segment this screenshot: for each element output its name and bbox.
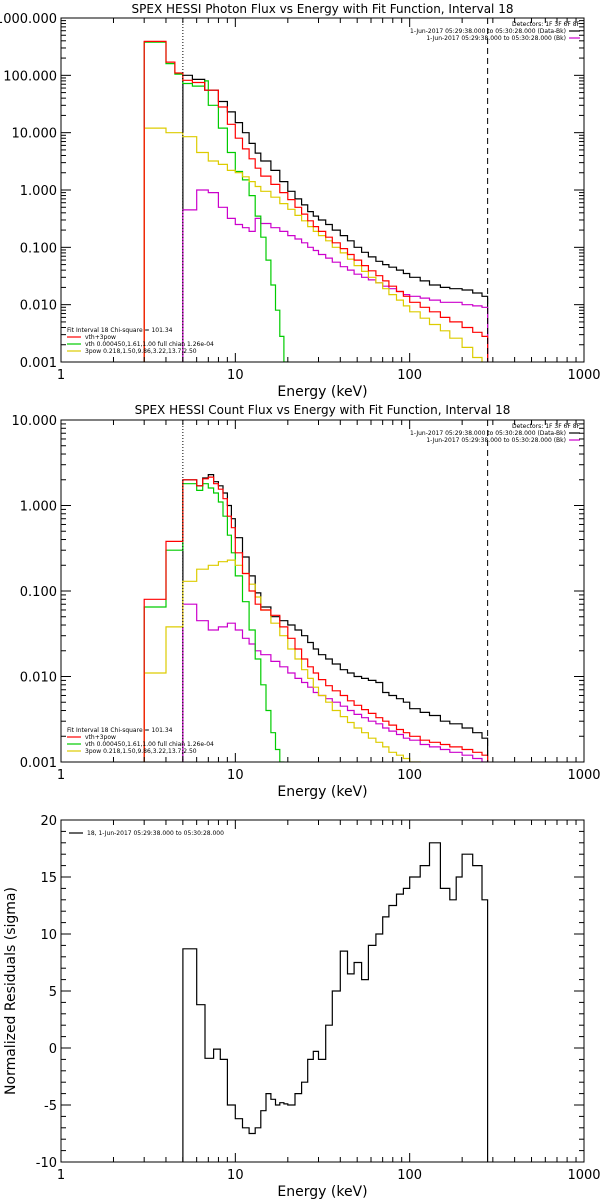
y-tick-label: 0.100	[20, 241, 57, 256]
series-group	[143, 420, 489, 762]
legend-top-right: Detectors: 1F 3F 6F 8F1-Jun-2017 05:29:3…	[410, 423, 580, 444]
y-tick-label: 0.100	[20, 585, 57, 600]
x-tick-label: 1	[57, 768, 65, 783]
x-tick-label: 1000	[567, 768, 600, 783]
plot-frame	[60, 819, 585, 1163]
x-axis-label: Energy (keV)	[277, 1184, 367, 1200]
series-line-3	[143, 41, 289, 362]
y-tick-label: 15	[40, 871, 57, 886]
legend-top-left: 18, 1-Jun-2017 05:29:38.000 to 05:30:28.…	[69, 830, 224, 837]
legend-entry-label: 3pow 0.218,1.50,9.86,3.22,13.7,2.50	[85, 348, 197, 355]
series-line-2	[182, 603, 489, 762]
x-axis-label: Energy (keV)	[277, 384, 367, 400]
y-axis-label: Normalized Residuals (sigma)	[3, 887, 19, 1095]
legend-entry-label: vth 0.000450,1.61,1.00 full chian 1.26e-…	[85, 341, 214, 348]
y-tick-label: 1.000	[20, 184, 57, 199]
y-tick-label: -5	[44, 1099, 57, 1114]
x-tick-label: 10	[227, 1168, 244, 1183]
legend-entry-label: 1-Jun-2017 05:29:38.000 to 05:30:28.000 …	[410, 28, 566, 35]
chart-panel-3: 1 10 100 1000 -10 -5 0 5 10 15 20 Energy (keV) Norma…	[3, 814, 600, 1200]
y-tick-label: 0	[49, 1042, 57, 1057]
legend-entry-label: vth 0.000450,1.61,1.00 full chian 1.26e-…	[85, 741, 214, 748]
x-axis-label: Energy (keV)	[277, 784, 367, 800]
series-line-1	[182, 74, 489, 362]
legend-fit-header: Fit Interval 18 Chi-square = 101.34	[67, 327, 173, 334]
x-tick-label: 1	[57, 1168, 65, 1183]
legend-bottom-left: Fit Interval 18 Chi-square = 101.34vth+3…	[67, 327, 214, 355]
y-tick-label: 100.000	[3, 69, 57, 84]
series-group	[182, 842, 489, 1162]
series-line-1	[182, 842, 489, 1162]
x-tick-label: 100	[397, 1168, 422, 1183]
series-line-4	[143, 559, 421, 762]
chart-panel-2: SPEX HESSI Count Flux vs Energy with Fit…	[12, 403, 600, 800]
legend-entry-label: 1-Jun-2017 05:29:38.000 to 05:30:28.000 …	[426, 437, 566, 444]
y-tick-label: 0.010	[20, 671, 57, 686]
series-line-5	[143, 476, 489, 762]
x-tick-label: 1000	[567, 1168, 600, 1183]
series-line-2	[182, 189, 489, 362]
chart-title: SPEX HESSI Count Flux vs Energy with Fit…	[135, 403, 511, 417]
y-tick-label: 0.001	[20, 356, 57, 371]
series-line-1	[182, 474, 489, 762]
series-line-4	[143, 127, 483, 362]
y-tick-label: 20	[40, 814, 57, 829]
y-tick-label: 0.001	[20, 756, 57, 771]
legend-bottom-left: Fit Interval 18 Chi-square = 101.34vth+3…	[67, 727, 214, 755]
y-tick-label: 0.010	[20, 299, 57, 314]
x-tick-label: 100	[397, 768, 422, 783]
y-tick-label: -10	[36, 1156, 57, 1171]
chart-title: SPEX HESSI Photon Flux vs Energy with Fi…	[132, 2, 514, 16]
series-group	[143, 18, 489, 362]
legend-entry-label: 3pow 0.218,1.50,9.86,3.22,13.7,2.50	[85, 748, 197, 755]
y-tick-label: 10	[40, 928, 57, 943]
legend-entry-label: 1-Jun-2017 05:29:38.000 to 05:30:28.000 …	[410, 430, 566, 437]
legend-entry-label: vth+3pow	[85, 334, 116, 341]
legend-fit-header: Fit Interval 18 Chi-square = 101.34	[67, 727, 173, 734]
x-tick-label: 100	[397, 368, 422, 383]
x-tick-label: 10	[227, 368, 244, 383]
x-tick-label: 1	[57, 368, 65, 383]
y-tick-label: 10.000	[12, 127, 58, 142]
y-tick-label: 5	[49, 985, 57, 1000]
y-tick-label: 1.000	[20, 500, 57, 515]
x-tick-label: 1000	[567, 368, 600, 383]
legend-entry-label: vth+3pow	[85, 734, 116, 741]
series-line-5	[143, 40, 489, 362]
y-tick-label: 10.000	[12, 414, 58, 429]
plot-frame	[60, 17, 585, 363]
legend-entry-label: 18, 1-Jun-2017 05:29:38.000 to 05:30:28.…	[87, 830, 224, 837]
x-tick-label: 10	[227, 768, 244, 783]
legend-detectors: Detectors: 1F 3F 6F 8F	[512, 423, 581, 430]
legend-top-right: Detectors: 1F 3F 6F 8F1-Jun-2017 05:29:3…	[410, 21, 580, 42]
plot-frame	[60, 419, 585, 763]
legend-detectors: Detectors: 1F 3F 6F 8F	[512, 21, 581, 28]
series-line-3	[143, 483, 285, 762]
legend-entry-label: 1-Jun-2017 05:29:38.000 to 05:30:28.000 …	[426, 35, 566, 42]
chart-panel-1: SPEX HESSI Photon Flux vs Energy with Fi…	[0, 2, 600, 400]
y-tick-label: 1000.000	[0, 12, 57, 27]
